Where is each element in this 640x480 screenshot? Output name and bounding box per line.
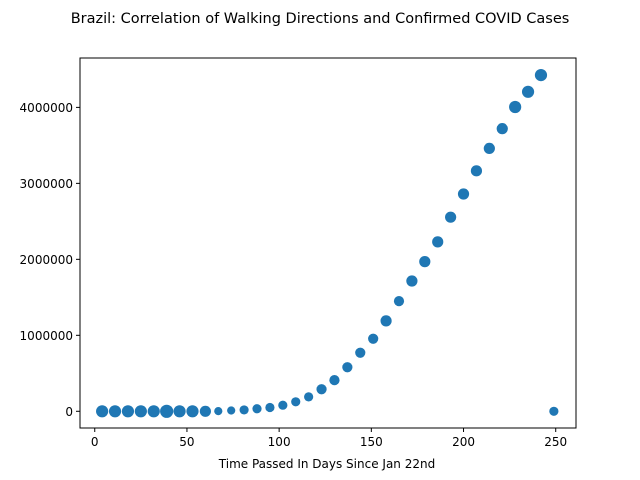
- data-point-16: [304, 392, 314, 402]
- data-point-31: [496, 123, 508, 135]
- data-point-8: [199, 405, 211, 417]
- data-point-24: [406, 275, 418, 287]
- x-tick-label-1: 50: [179, 435, 194, 449]
- data-point-26: [432, 236, 444, 248]
- data-point-20: [355, 347, 366, 358]
- chart-title: Brazil: Correlation of Walking Direction…: [71, 11, 570, 27]
- data-point-30: [483, 142, 495, 155]
- data-point-35: [549, 406, 559, 416]
- plot-frame: [79, 57, 577, 429]
- plot-area: [96, 68, 559, 418]
- data-point-6: [173, 405, 186, 418]
- data-point-10: [227, 406, 236, 415]
- x-tick-label-4: 200: [452, 435, 475, 449]
- data-point-5: [160, 404, 174, 418]
- data-point-4: [147, 405, 160, 418]
- data-point-29: [470, 165, 483, 177]
- data-point-14: [278, 400, 288, 410]
- data-point-2: [121, 405, 135, 418]
- data-point-11: [239, 405, 249, 415]
- data-point-7: [186, 405, 199, 418]
- data-point-19: [342, 362, 353, 373]
- data-point-1: [108, 405, 122, 418]
- y-tick-label-1: 1000000: [20, 329, 73, 343]
- y-tick-label-0: 0: [65, 405, 73, 419]
- data-point-23: [393, 296, 405, 307]
- data-point-27: [445, 211, 457, 223]
- y-tick-label-3: 3000000: [20, 177, 73, 191]
- x-tick-label-0: 0: [91, 435, 99, 449]
- data-point-17: [316, 384, 327, 395]
- data-point-15: [291, 397, 301, 407]
- data-point-28: [457, 188, 470, 200]
- data-point-3: [134, 405, 147, 418]
- data-point-21: [368, 333, 379, 344]
- y-tick-label-2: 2000000: [20, 253, 73, 267]
- data-point-34: [534, 68, 548, 82]
- data-point-12: [252, 404, 262, 414]
- data-point-9: [214, 407, 223, 416]
- data-point-13: [265, 402, 275, 413]
- data-point-33: [521, 85, 535, 98]
- data-point-22: [380, 315, 392, 327]
- data-point-18: [329, 375, 340, 386]
- y-tick-label-4: 4000000: [20, 101, 73, 115]
- axes: 0 50 100 150 200 250 0 1000000 2000000 3000000 400…: [20, 57, 577, 449]
- x-tick-label-5: 250: [544, 435, 567, 449]
- x-tick-label-2: 100: [268, 435, 291, 449]
- data-point-32: [509, 100, 522, 114]
- data-point-0: [96, 405, 109, 418]
- x-axis-label: Time Passed In Days Since Jan 22nd: [218, 457, 435, 471]
- data-point-25: [419, 256, 431, 268]
- x-tick-label-3: 150: [360, 435, 383, 449]
